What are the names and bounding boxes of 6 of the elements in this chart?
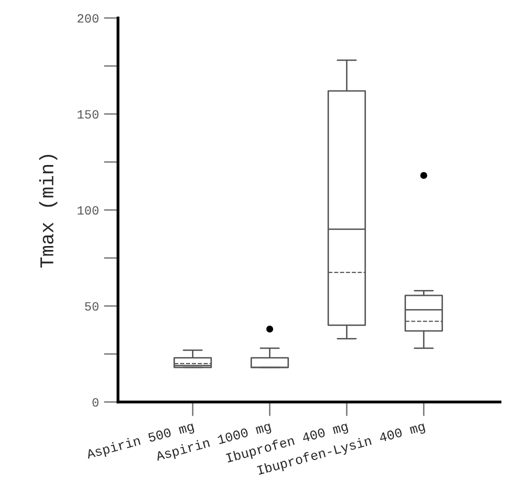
y-tick-label: 0 bbox=[92, 398, 98, 407]
y-tick-label: 50 bbox=[85, 302, 98, 311]
y-tick-label: 100 bbox=[78, 206, 98, 215]
y-tick-label: 150 bbox=[78, 110, 98, 119]
y-axis-title: Tmax (min) bbox=[39, 154, 58, 268]
y-tick-label: 200 bbox=[78, 14, 98, 23]
